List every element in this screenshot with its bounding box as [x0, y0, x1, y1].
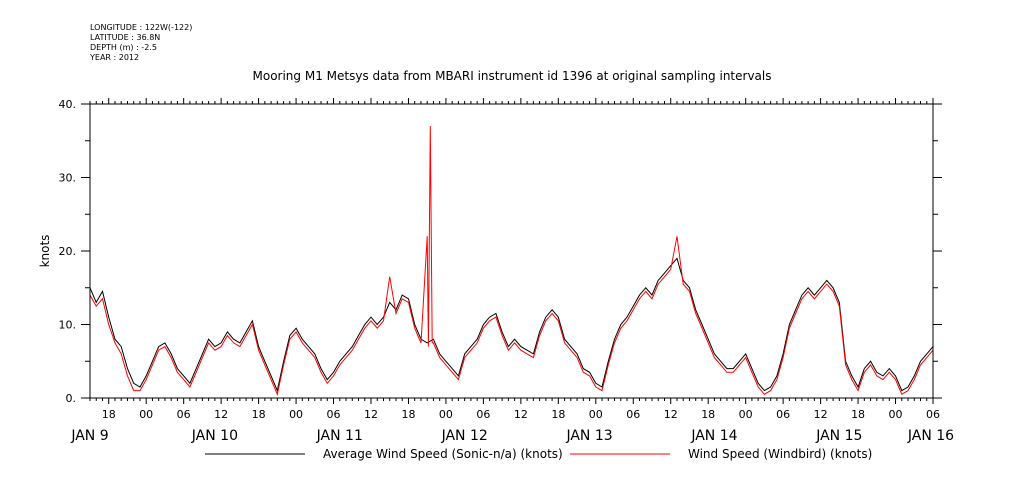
series-windbird-wind-speed	[89, 126, 934, 396]
x-tick-label: 06	[327, 408, 341, 421]
x-tick-label: 12	[664, 408, 678, 421]
x-tick-label: 06	[776, 408, 790, 421]
x-day-label: JAN 15	[815, 428, 862, 444]
y-tick-label: 20.	[59, 245, 77, 258]
x-day-label: JAN 16	[907, 428, 954, 444]
y-tick-label: 30.	[59, 172, 77, 185]
legend-label-average: Average Wind Speed (Sonic-n/a) (knots)	[323, 447, 563, 461]
chart-title: Mooring M1 Metsys data from MBARI instru…	[253, 69, 772, 83]
x-tick-label: 12	[814, 408, 828, 421]
plot-frame	[89, 103, 934, 399]
x-tick-label: 18	[102, 408, 116, 421]
y-tick-label: 40.	[59, 98, 77, 111]
metadata-year: YEAR : 2012	[89, 53, 139, 62]
x-tick-label: 18	[401, 408, 415, 421]
plot-series	[89, 126, 934, 396]
x-tick-label: 00	[589, 408, 603, 421]
x-tick-label: 00	[139, 408, 153, 421]
x-tick-label: 18	[701, 408, 715, 421]
x-tick-label: 06	[476, 408, 490, 421]
metadata-latitude: LATITUDE : 36.8N	[90, 33, 160, 42]
x-day-label: JAN 11	[316, 428, 363, 444]
y-tick-labels: 0. 10. 20. 30. 40.	[59, 98, 77, 405]
y-tick-label: 0.	[66, 392, 77, 405]
x-tick-label: 00	[889, 408, 903, 421]
metadata-depth: DEPTH (m) : -2.5	[90, 43, 157, 52]
axis-ticks	[81, 98, 942, 404]
x-tick-label: 12	[364, 408, 378, 421]
y-axis-label: knots	[38, 235, 52, 268]
x-day-label: JAN 10	[191, 428, 238, 444]
x-tick-label: 06	[177, 408, 191, 421]
x-tick-label: 00	[739, 408, 753, 421]
x-tick-labels: 18 00 06 12 18 00 06 12 18 00 06 12 18 00 06 12 18 00 06 12…	[70, 408, 954, 444]
x-day-label: JAN 14	[690, 428, 737, 444]
x-tick-label: 12	[214, 408, 228, 421]
x-tick-label: 06	[926, 408, 940, 421]
x-tick-label: 18	[851, 408, 865, 421]
x-tick-label: 12	[514, 408, 528, 421]
x-tick-label: 18	[252, 408, 266, 421]
x-day-label: JAN 13	[565, 428, 612, 444]
x-tick-label: 00	[439, 408, 453, 421]
series-average-wind-speed	[89, 257, 934, 393]
x-day-label: JAN 9	[70, 428, 108, 444]
x-tick-label: 00	[289, 408, 303, 421]
x-tick-label: 18	[551, 408, 565, 421]
legend-label-windbird: Wind Speed (Windbird) (knots)	[688, 447, 872, 461]
x-day-label: JAN 12	[441, 428, 488, 444]
metadata-block: LONGITUDE : 122W(-122) LATITUDE : 36.8N …	[89, 23, 192, 62]
legend: Average Wind Speed (Sonic-n/a) (knots) W…	[205, 447, 872, 461]
metadata-longitude: LONGITUDE : 122W(-122)	[90, 23, 192, 32]
y-tick-label: 10.	[59, 319, 77, 332]
x-tick-label: 06	[626, 408, 640, 421]
